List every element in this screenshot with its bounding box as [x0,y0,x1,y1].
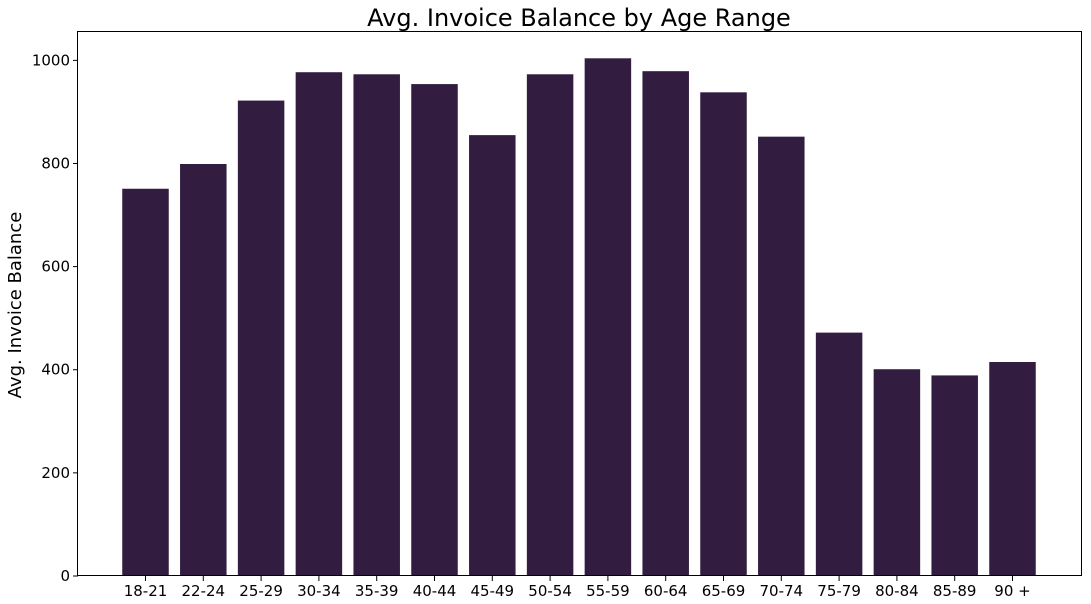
plot-frame [77,31,1082,576]
bar-40-44 [411,84,458,576]
x-tick-label: 22-24 [182,582,226,600]
bar-70-74 [758,136,805,577]
bar-55-59 [584,58,632,577]
bar-25-29 [237,100,285,576]
x-tick-label: 90 + [994,582,1030,600]
y-tick-label: 800 [41,154,70,172]
x-tick-label: 18-21 [124,582,168,600]
x-tick-label: 30-34 [297,582,341,600]
bar-22-24 [180,164,227,576]
bar-80-84 [873,369,921,576]
x-tick-label: 65-69 [702,582,746,600]
x-tick-label: 45-49 [471,582,515,600]
bar-90plus [989,362,1036,576]
y-tick-label: 600 [41,258,70,276]
x-tick-label: 40-44 [413,582,457,600]
y-tick-label: 1000 [32,51,70,69]
y-axis-label: Avg. Invoice Balance [5,212,26,399]
chart-title: Avg. Invoice Balance by Age Range [367,4,791,32]
bar-75-79 [815,332,863,576]
x-tick-label: 25-29 [239,582,283,600]
x-tick-label: 75-79 [817,582,861,600]
y-tick-label: 400 [41,361,70,379]
plot-area: 0 200 400 600 800 1000 18-21 22-24 25-29 30-34 35-… [32,51,1036,600]
bar-45-49 [469,135,516,576]
bar-18-21 [122,188,169,576]
x-tick-label: 70-74 [760,582,804,600]
x-tick-label: 80-84 [875,582,919,600]
bar-65-69 [700,92,747,576]
x-tick-label: 85-89 [933,582,977,600]
y-tick-label: 200 [41,464,70,482]
x-tick-label: 35-39 [355,582,399,600]
bar-60-64 [642,71,689,576]
bar-50-54 [526,74,574,576]
y-tick-label: 0 [60,567,70,585]
bar-30-34 [295,72,343,576]
x-tick-label: 50-54 [528,582,572,600]
x-tick-label: 55-59 [586,582,630,600]
bar-35-39 [353,74,400,576]
bar-85-89 [931,375,978,576]
x-tick-label: 60-64 [644,582,688,600]
